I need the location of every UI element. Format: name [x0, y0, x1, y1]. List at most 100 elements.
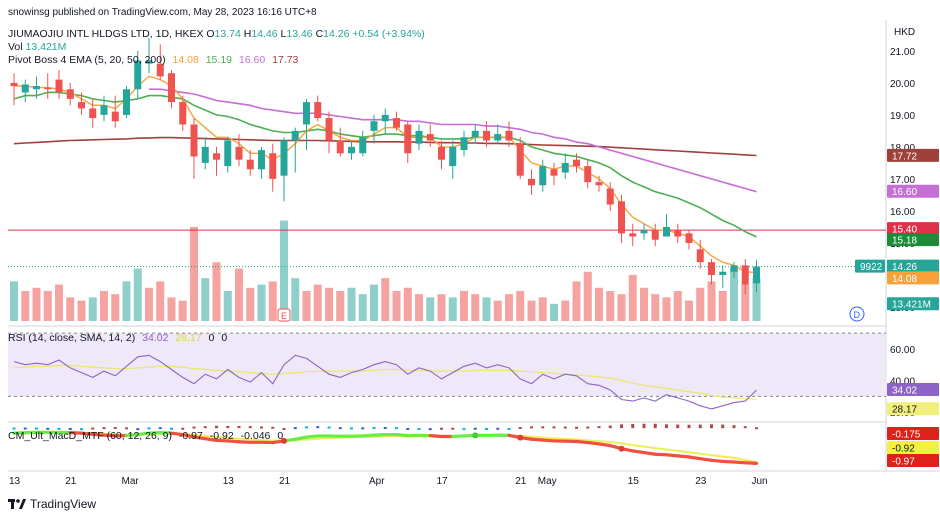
candle-body — [730, 265, 738, 272]
candle-body — [235, 146, 243, 160]
macd-line-segment — [394, 432, 410, 438]
macd-histogram-bar — [170, 427, 173, 430]
macd-label: CM_Ult_MacD_MTF (60, 12, 26, 9) — [8, 430, 172, 442]
volume-bar — [516, 290, 525, 321]
volume-bar — [685, 300, 693, 321]
tradingview-logo-icon — [8, 499, 26, 509]
macd-hist-legend-value: -0.046 — [240, 430, 271, 442]
rsi-ma-line — [13, 364, 757, 400]
candle-body — [66, 89, 74, 99]
volume-bar — [178, 300, 187, 321]
macd-signal-badge — [887, 441, 939, 454]
volume-bar — [100, 290, 108, 321]
candle-body — [629, 233, 637, 237]
ema200-badge-text: 17.72 — [892, 151, 917, 162]
candle-body — [393, 118, 400, 128]
candle-body — [674, 230, 682, 237]
macd-histogram-bar — [451, 427, 455, 430]
macd-histogram-bar — [316, 426, 320, 429]
volume-bar — [392, 290, 401, 321]
volume-bar — [111, 294, 120, 321]
macd-histogram-bar — [237, 425, 241, 429]
macd-histogram-bar — [12, 427, 16, 430]
macd-histogram-bar — [338, 427, 342, 430]
volume-bar — [325, 287, 333, 321]
volume-bar — [10, 281, 18, 321]
macd-histogram-bar — [192, 426, 196, 429]
volume-bar — [538, 297, 547, 321]
candle-body — [224, 140, 232, 167]
macd-line-segment — [169, 431, 185, 437]
ema50-line — [149, 88, 757, 193]
rsi-label: RSI (14, close, SMA, 14, 2) — [8, 332, 136, 344]
close-badge — [887, 259, 939, 273]
macd-histogram-bar — [642, 423, 646, 429]
macd-histogram-bar — [102, 427, 106, 430]
volume-bar — [77, 300, 86, 321]
rsi-badge-text: 34.02 — [892, 385, 917, 396]
time-tick-label: May — [538, 476, 557, 487]
volume-bar — [437, 294, 446, 321]
price-tick-label: 19.00 — [890, 111, 915, 122]
macd-histogram-bar — [473, 427, 477, 430]
macd-histogram-bar — [383, 426, 387, 429]
currency-label: HKD — [894, 27, 915, 38]
volume-bar — [595, 287, 603, 321]
macd-histogram-bar — [755, 427, 758, 430]
macd-histogram-bar — [46, 427, 50, 430]
volume-bar — [718, 290, 727, 321]
macd-histogram-bar — [530, 426, 533, 429]
ema20-legend-value: 15.19 — [205, 54, 232, 66]
volume-bar — [651, 294, 660, 321]
price-tick-label: 20.00 — [890, 79, 915, 90]
macd-cross-dot — [618, 445, 625, 452]
ohlc-value-h: 14.46 — [251, 28, 278, 40]
macd-line-segment — [91, 432, 106, 437]
macd-histogram-bar — [710, 424, 713, 429]
close-badge-text: 14.26 — [892, 262, 917, 273]
candle-body — [708, 262, 715, 275]
volume-bar — [505, 294, 513, 321]
volume-bar — [43, 290, 52, 321]
volume-bar — [460, 290, 468, 321]
volume-bar — [696, 287, 705, 321]
volume-bar — [730, 268, 738, 321]
macd-histogram-bar — [417, 427, 421, 430]
symbol-legend: JIUMAOJIU INTL HLDGS LTD, 1D, HKEX O13.7… — [8, 28, 425, 40]
macd-histogram-bar — [575, 426, 578, 429]
earnings-marker-label: E — [281, 311, 287, 321]
candle-body — [291, 130, 299, 141]
volume-bar — [752, 278, 761, 321]
candle-body — [314, 102, 322, 119]
macd-histogram-bar — [181, 427, 185, 430]
ema50-legend-value: 16.60 — [238, 54, 266, 66]
macd-histogram-bar — [113, 426, 117, 429]
tradingview-logo[interactable]: TradingView — [8, 497, 96, 511]
volume-legend: Vol 13.421M — [8, 41, 66, 53]
macd-line-segment — [743, 461, 759, 465]
candle-body — [55, 79, 63, 93]
ema20-badge — [887, 233, 939, 247]
volume-bar — [201, 278, 210, 321]
candle-body — [325, 118, 333, 141]
macd-histogram-bar — [350, 427, 353, 430]
candle-body — [359, 137, 367, 154]
candle-body — [505, 130, 513, 141]
candle-body — [584, 166, 592, 183]
macd-histogram-bar — [676, 424, 680, 429]
volume-bar — [640, 287, 648, 321]
time-tick-label: 21 — [515, 476, 527, 487]
candle-body — [156, 63, 164, 77]
candle-body — [10, 82, 18, 87]
candle-body — [44, 87, 52, 90]
candle-body — [460, 137, 468, 151]
macd-histogram-bar — [597, 426, 601, 429]
price-tick-label: 18.00 — [890, 143, 915, 154]
volume-bar — [673, 290, 682, 321]
ema20-line — [13, 91, 757, 238]
rsi-ma-badge-text: 28.17 — [892, 405, 917, 416]
macd-line-segment — [181, 432, 196, 439]
candle-body — [685, 233, 693, 243]
macd-histogram-bar — [203, 426, 207, 429]
